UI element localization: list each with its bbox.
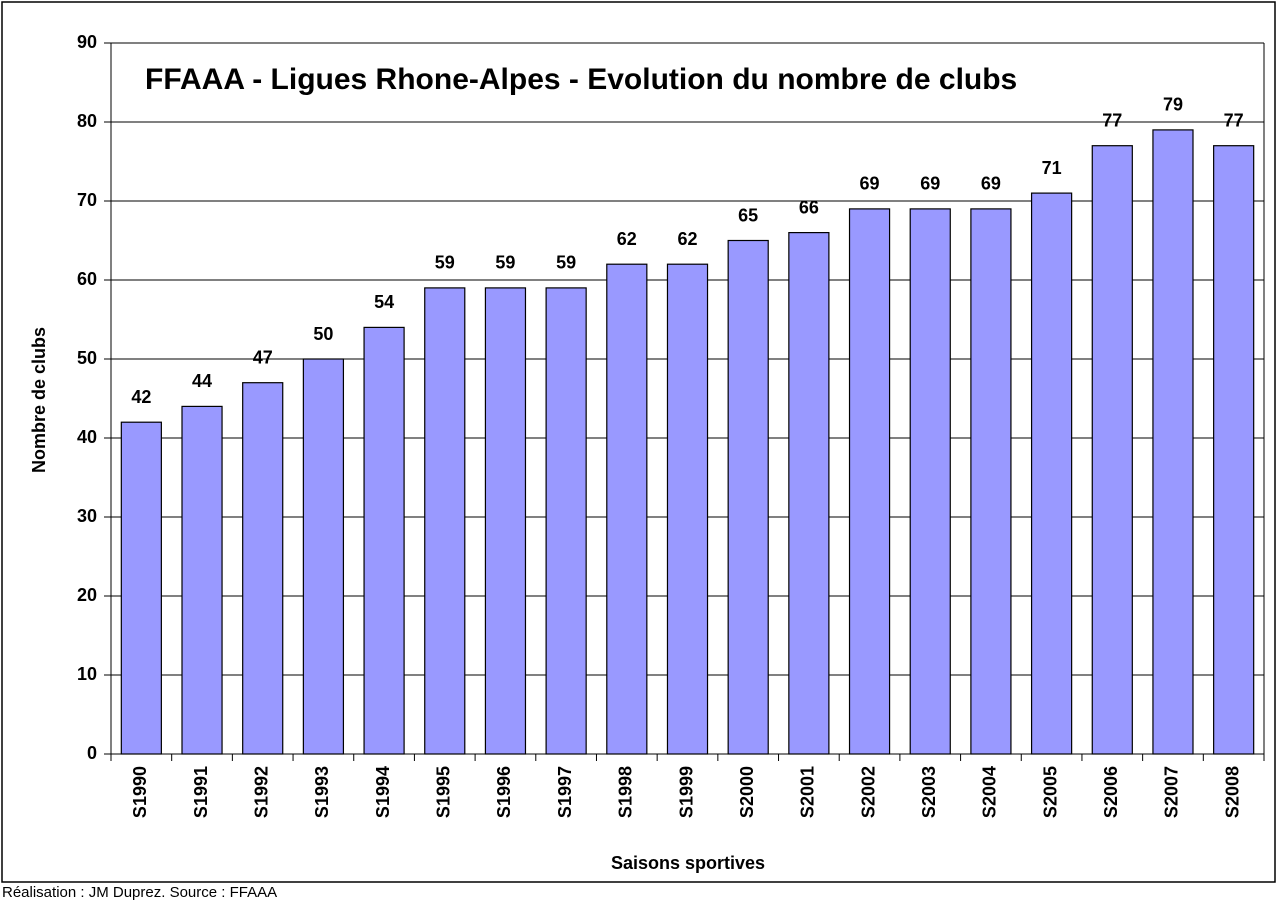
bar <box>848 208 891 755</box>
data-label: 42 <box>131 387 151 407</box>
x-tick-label: S1991 <box>191 766 211 818</box>
y-tick-label: 10 <box>77 664 97 684</box>
data-label: 59 <box>495 253 515 273</box>
x-tick-label: S2001 <box>798 766 818 818</box>
x-tick-label: S1997 <box>555 766 575 818</box>
y-tick-label: 70 <box>77 190 97 210</box>
bar <box>606 263 648 755</box>
data-label: 77 <box>1224 110 1244 130</box>
bar <box>666 263 709 755</box>
data-label: 69 <box>920 174 940 194</box>
bar <box>788 232 830 755</box>
x-axis-label: Saisons sportives <box>611 853 765 873</box>
x-tick-label: S2000 <box>737 766 757 818</box>
y-tick-label: 20 <box>77 585 97 605</box>
chart-title: FFAAA - Ligues Rhone-Alpes - Evolution d… <box>145 63 1017 96</box>
x-tick-label: S1994 <box>373 766 393 818</box>
x-tick-label: S2003 <box>919 766 939 818</box>
data-label: 50 <box>313 324 333 344</box>
x-tick-label: S1990 <box>130 766 150 818</box>
source-note: Réalisation : JM Duprez. Source : FFAAA <box>2 884 277 901</box>
bar <box>1030 192 1073 755</box>
data-label: 62 <box>677 229 697 249</box>
data-label: 62 <box>617 229 637 249</box>
data-label: 47 <box>253 347 273 367</box>
y-tick-label: 60 <box>77 269 97 289</box>
x-tick-label: S2002 <box>858 766 878 818</box>
bar <box>181 405 223 755</box>
data-label: 59 <box>556 253 576 273</box>
x-tick-label: S1995 <box>434 766 454 818</box>
y-tick-label: 30 <box>77 506 97 526</box>
x-tick-label: S1996 <box>494 766 514 818</box>
y-tick-label: 0 <box>87 743 97 763</box>
x-tick-label: S1998 <box>616 766 636 818</box>
y-tick-label: 40 <box>77 427 97 447</box>
y-tick-label: 50 <box>77 348 97 368</box>
x-tick-label: S2004 <box>980 766 1000 818</box>
data-label: 69 <box>981 174 1001 194</box>
data-label: 59 <box>435 253 455 273</box>
x-tick-label: S1993 <box>312 766 332 818</box>
y-tick-label: 80 <box>77 111 97 131</box>
x-tick-label: S2006 <box>1101 766 1121 818</box>
bar <box>242 382 284 755</box>
bar <box>1091 145 1133 755</box>
data-label: 79 <box>1163 95 1183 115</box>
bar <box>1213 145 1255 755</box>
data-label: 71 <box>1042 158 1062 178</box>
bar <box>909 208 951 755</box>
bar <box>484 287 527 755</box>
bar <box>970 208 1012 755</box>
bar <box>424 287 466 755</box>
bar <box>727 239 769 755</box>
bar <box>545 287 587 755</box>
bar <box>302 358 345 755</box>
x-tick-label: S2008 <box>1222 766 1242 818</box>
x-tick-label: S2005 <box>1040 766 1060 818</box>
bar <box>363 326 405 755</box>
bar <box>1152 129 1194 755</box>
data-label: 77 <box>1102 110 1122 130</box>
y-axis-label: Nombre de clubs <box>29 327 49 473</box>
data-label: 54 <box>374 292 394 312</box>
data-label: 69 <box>860 174 880 194</box>
bar <box>120 421 162 755</box>
x-tick-label: S1999 <box>676 766 696 818</box>
data-label: 66 <box>799 197 819 217</box>
x-tick-label: S2007 <box>1162 766 1182 818</box>
y-tick-label: 90 <box>77 32 97 52</box>
x-tick-label: S1992 <box>251 766 271 818</box>
data-label: 44 <box>192 371 212 391</box>
data-label: 65 <box>738 205 758 225</box>
